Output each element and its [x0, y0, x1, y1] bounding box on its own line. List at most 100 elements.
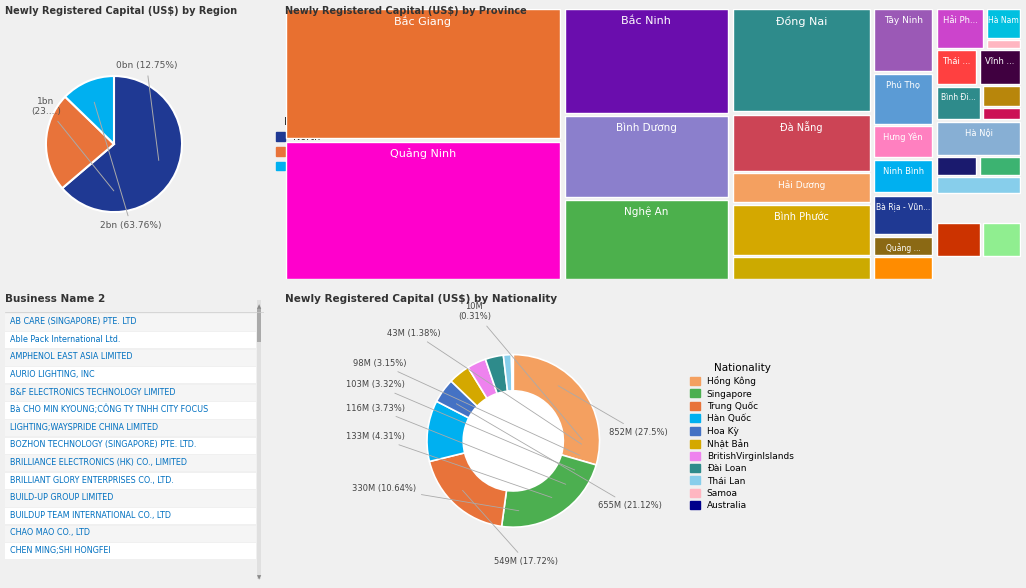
- FancyBboxPatch shape: [256, 300, 262, 579]
- FancyBboxPatch shape: [286, 142, 559, 279]
- Text: Hải Ph...: Hải Ph...: [943, 16, 978, 25]
- Text: BUILD-UP GROUP LIMITED: BUILD-UP GROUP LIMITED: [10, 493, 114, 502]
- Text: AB CARE (SINGAPORE) PTE. LTD: AB CARE (SINGAPORE) PTE. LTD: [10, 317, 136, 326]
- Wedge shape: [46, 96, 114, 188]
- FancyBboxPatch shape: [980, 51, 1020, 84]
- Wedge shape: [63, 76, 182, 212]
- Text: Vĩnh ...: Vĩnh ...: [985, 57, 1015, 66]
- Text: 852M (27.5%): 852M (27.5%): [558, 386, 668, 437]
- FancyBboxPatch shape: [5, 367, 255, 383]
- FancyBboxPatch shape: [5, 473, 255, 489]
- Text: AMPHENOL EAST ASIA LIMITED: AMPHENOL EAST ASIA LIMITED: [10, 352, 132, 362]
- Text: 2bn (63.76%): 2bn (63.76%): [94, 102, 162, 230]
- Text: Bắc Ninh: Bắc Ninh: [622, 16, 671, 26]
- Wedge shape: [468, 359, 498, 398]
- Text: BOZHON TECHNOLOGY (SINGAPORE) PTE. LTD.: BOZHON TECHNOLOGY (SINGAPORE) PTE. LTD.: [10, 440, 197, 449]
- Text: Quảng ...: Quảng ...: [885, 243, 920, 253]
- FancyBboxPatch shape: [5, 332, 255, 348]
- Text: Đồng Nai: Đồng Nai: [776, 16, 827, 26]
- Text: Tây Ninh: Tây Ninh: [883, 16, 922, 25]
- Text: Newly Registered Capital (US$) by Nationality: Newly Registered Capital (US$) by Nation…: [285, 294, 557, 304]
- FancyBboxPatch shape: [5, 526, 255, 542]
- Text: B&F ELECTRONICS TECHNOLOGY LIMITED: B&F ELECTRONICS TECHNOLOGY LIMITED: [10, 387, 175, 396]
- Text: 116M (3.73%): 116M (3.73%): [346, 403, 565, 485]
- FancyBboxPatch shape: [5, 543, 255, 559]
- Text: Ninh Bình: Ninh Bình: [882, 166, 923, 175]
- FancyBboxPatch shape: [286, 9, 559, 138]
- FancyBboxPatch shape: [5, 437, 255, 454]
- Text: 133M (4.31%): 133M (4.31%): [346, 432, 552, 497]
- FancyBboxPatch shape: [874, 74, 932, 123]
- Wedge shape: [502, 455, 596, 527]
- FancyBboxPatch shape: [980, 157, 1020, 175]
- FancyBboxPatch shape: [983, 86, 1020, 106]
- Text: LIGHTING;WAYSPRIDE CHINA LIMITED: LIGHTING;WAYSPRIDE CHINA LIMITED: [10, 423, 158, 432]
- FancyBboxPatch shape: [5, 490, 255, 506]
- Text: Newly Registered Capital (US$) by Province: Newly Registered Capital (US$) by Provin…: [285, 6, 527, 16]
- Text: Bà Rịa - Vũn...: Bà Rịa - Vũn...: [876, 202, 931, 211]
- Text: Hải Dương: Hải Dương: [778, 180, 825, 190]
- Text: Bình Dương: Bình Dương: [616, 122, 677, 133]
- Wedge shape: [513, 355, 599, 465]
- Wedge shape: [451, 368, 487, 406]
- Legend: Hồng Kông, Singapore, Trung Quốc, Hàn Quốc, Hoa Kỳ, Nhật Bản, BritishVirginIslan: Hồng Kông, Singapore, Trung Quốc, Hàn Qu…: [688, 361, 795, 512]
- Wedge shape: [430, 453, 507, 526]
- Text: 0bn (12.75%): 0bn (12.75%): [116, 61, 177, 161]
- Text: Able Pack International Ltd.: Able Pack International Ltd.: [10, 335, 121, 344]
- FancyBboxPatch shape: [874, 196, 932, 235]
- FancyBboxPatch shape: [5, 350, 255, 366]
- FancyBboxPatch shape: [937, 122, 1020, 155]
- FancyBboxPatch shape: [937, 223, 980, 256]
- Wedge shape: [504, 355, 512, 391]
- FancyBboxPatch shape: [874, 258, 932, 279]
- Text: Nghệ An: Nghệ An: [624, 206, 669, 217]
- FancyBboxPatch shape: [874, 9, 932, 71]
- Text: Hà Nội: Hà Nội: [964, 129, 992, 138]
- FancyBboxPatch shape: [734, 258, 870, 279]
- FancyBboxPatch shape: [734, 9, 870, 111]
- FancyBboxPatch shape: [983, 108, 1020, 119]
- Text: Newly Registered Capital (US$) by Region: Newly Registered Capital (US$) by Region: [5, 6, 237, 16]
- Text: Thái ...: Thái ...: [942, 57, 971, 66]
- Text: Bình Phước: Bình Phước: [775, 212, 829, 222]
- Wedge shape: [427, 401, 469, 462]
- Text: CHEN MING;SHI HONGFEI: CHEN MING;SHI HONGFEI: [10, 546, 111, 555]
- FancyBboxPatch shape: [5, 315, 255, 330]
- Text: CHAO MAO CO., LTD: CHAO MAO CO., LTD: [10, 528, 90, 537]
- FancyBboxPatch shape: [874, 126, 932, 158]
- FancyBboxPatch shape: [734, 205, 870, 255]
- FancyBboxPatch shape: [937, 9, 983, 48]
- Text: 655M (21.12%): 655M (21.12%): [457, 404, 662, 510]
- FancyBboxPatch shape: [564, 116, 728, 196]
- Text: Bình Đi...: Bình Đi...: [941, 93, 976, 102]
- FancyBboxPatch shape: [256, 308, 262, 342]
- Text: 549M (17.72%): 549M (17.72%): [463, 490, 558, 566]
- FancyBboxPatch shape: [874, 237, 932, 255]
- Text: Hà Nam: Hà Nam: [988, 16, 1019, 25]
- Text: 43M (1.38%): 43M (1.38%): [387, 329, 582, 444]
- Text: Bắc Giang: Bắc Giang: [394, 16, 451, 27]
- Text: Quảng Ninh: Quảng Ninh: [390, 148, 456, 159]
- FancyBboxPatch shape: [564, 200, 728, 279]
- Circle shape: [463, 391, 563, 491]
- Text: Hưng Yên: Hưng Yên: [883, 132, 923, 142]
- Text: ▲: ▲: [256, 305, 262, 309]
- FancyBboxPatch shape: [5, 385, 255, 401]
- Text: 10M
(0.31%): 10M (0.31%): [458, 302, 582, 440]
- FancyBboxPatch shape: [5, 508, 255, 524]
- FancyBboxPatch shape: [564, 9, 728, 113]
- Text: Business Name 2: Business Name 2: [5, 294, 106, 304]
- Wedge shape: [485, 355, 508, 393]
- Text: 103M (3.32%): 103M (3.32%): [346, 380, 575, 470]
- FancyBboxPatch shape: [734, 115, 870, 171]
- Text: 1bn
(23....): 1bn (23....): [31, 97, 114, 191]
- FancyBboxPatch shape: [937, 87, 980, 119]
- FancyBboxPatch shape: [5, 455, 255, 472]
- FancyBboxPatch shape: [937, 178, 1020, 193]
- FancyBboxPatch shape: [987, 40, 1020, 48]
- Wedge shape: [65, 76, 114, 144]
- FancyBboxPatch shape: [874, 160, 932, 192]
- FancyBboxPatch shape: [983, 223, 1020, 256]
- Wedge shape: [511, 355, 513, 391]
- FancyBboxPatch shape: [987, 9, 1020, 38]
